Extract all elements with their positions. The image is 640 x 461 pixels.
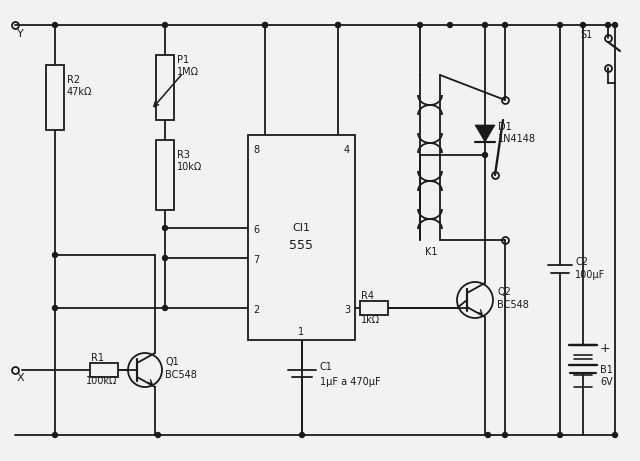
Circle shape: [163, 225, 168, 230]
Text: 1kΩ: 1kΩ: [361, 315, 380, 325]
Text: 2: 2: [253, 305, 259, 315]
Text: Q2: Q2: [497, 287, 511, 297]
Text: X: X: [17, 373, 24, 383]
Circle shape: [483, 153, 488, 158]
Text: 100kΩ: 100kΩ: [86, 376, 117, 386]
Text: 7: 7: [253, 255, 259, 265]
Bar: [248, 135, 355, 340]
Text: R4: R4: [361, 291, 374, 301]
Text: CI1: CI1: [292, 223, 310, 232]
Text: R3: R3: [177, 150, 190, 160]
Text: BC548: BC548: [497, 300, 529, 310]
Circle shape: [262, 23, 268, 28]
Circle shape: [486, 432, 490, 437]
Text: 4: 4: [344, 145, 350, 155]
Text: C2: C2: [575, 257, 588, 267]
Circle shape: [156, 432, 161, 437]
Text: D1: D1: [498, 122, 512, 132]
Text: K1: K1: [425, 247, 438, 257]
Text: P1: P1: [177, 55, 189, 65]
Text: S1: S1: [580, 30, 592, 40]
Text: B1: B1: [600, 365, 613, 375]
Bar: [156, 55, 174, 120]
Text: 8: 8: [253, 145, 259, 155]
Text: Q1: Q1: [165, 357, 179, 367]
Circle shape: [605, 23, 611, 28]
Circle shape: [163, 306, 168, 311]
Text: 6: 6: [253, 225, 259, 235]
Text: Y: Y: [17, 29, 24, 39]
Text: 1MΩ: 1MΩ: [177, 67, 199, 77]
Circle shape: [502, 432, 508, 437]
Text: 10kΩ: 10kΩ: [177, 162, 202, 172]
Text: +: +: [600, 342, 611, 355]
Circle shape: [52, 23, 58, 28]
Text: 1: 1: [298, 327, 305, 337]
Text: C1: C1: [320, 362, 333, 372]
Text: R2: R2: [67, 75, 80, 85]
Circle shape: [417, 23, 422, 28]
Circle shape: [163, 255, 168, 260]
Circle shape: [52, 306, 58, 311]
Circle shape: [447, 23, 452, 28]
Circle shape: [502, 23, 508, 28]
Text: 1μF a 470μF: 1μF a 470μF: [320, 377, 381, 387]
Circle shape: [580, 23, 586, 28]
Circle shape: [612, 23, 618, 28]
Text: 1N4148: 1N4148: [498, 134, 536, 144]
Circle shape: [52, 432, 58, 437]
Circle shape: [483, 23, 488, 28]
Bar: [360, 301, 388, 315]
Circle shape: [335, 23, 340, 28]
Text: 6V: 6V: [600, 377, 612, 387]
Circle shape: [335, 23, 340, 28]
Circle shape: [557, 432, 563, 437]
Circle shape: [52, 253, 58, 258]
Text: BC548: BC548: [165, 370, 197, 380]
Bar: [90, 363, 118, 377]
Circle shape: [163, 23, 168, 28]
Text: 3: 3: [344, 305, 350, 315]
Bar: [46, 65, 64, 130]
Circle shape: [612, 432, 618, 437]
Bar: [156, 140, 174, 210]
Text: 100μF: 100μF: [575, 270, 605, 280]
Text: R1: R1: [91, 353, 104, 363]
Text: 47kΩ: 47kΩ: [67, 87, 92, 97]
Text: 555: 555: [289, 239, 314, 252]
Polygon shape: [475, 125, 495, 142]
Circle shape: [262, 23, 268, 28]
Circle shape: [300, 432, 305, 437]
Circle shape: [557, 23, 563, 28]
